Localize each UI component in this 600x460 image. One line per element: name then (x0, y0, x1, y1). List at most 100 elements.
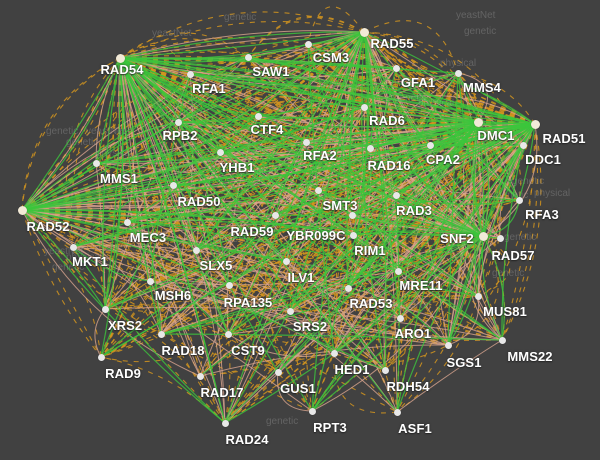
node-mkt1[interactable] (69, 243, 77, 251)
edge-yeastNet (257, 72, 459, 117)
node-rad9[interactable] (97, 353, 105, 361)
node-rpt3[interactable] (308, 407, 316, 415)
edge-yeastNet (119, 57, 162, 335)
node-rad17[interactable] (196, 372, 204, 380)
node-rad57[interactable] (496, 234, 504, 242)
node-dmc1[interactable] (473, 117, 483, 127)
node-aro1[interactable] (396, 314, 404, 322)
node-rpb2[interactable] (174, 118, 182, 126)
edge-yeastNet (482, 235, 505, 341)
node-hed1[interactable] (330, 349, 338, 357)
edge-genetic (21, 209, 229, 335)
edge-genetic (95, 162, 226, 424)
node-cst9[interactable] (224, 330, 232, 338)
edge-genetic (352, 31, 365, 108)
node-mms22[interactable] (498, 336, 506, 344)
edge-genetic (333, 144, 431, 354)
edge-yeastNet (126, 221, 229, 335)
node-csm3[interactable] (304, 40, 312, 48)
edge-yeastNet (104, 123, 536, 310)
node-rad24[interactable] (221, 419, 229, 427)
node-ilv1[interactable] (282, 257, 290, 265)
node-rad16[interactable] (366, 144, 374, 152)
node-rpa135[interactable] (225, 281, 233, 289)
edge-physical (277, 371, 313, 412)
edge-genetic (447, 235, 499, 346)
node-cpa2[interactable] (426, 141, 434, 149)
node-rfa2[interactable] (302, 138, 310, 146)
node-rad54[interactable] (115, 53, 125, 63)
node-ybr099c[interactable] (348, 211, 356, 219)
edge-yeastNet (119, 57, 479, 123)
edge-genetic (72, 121, 179, 248)
node-rad50[interactable] (169, 181, 177, 189)
edge-yeastNet (307, 43, 536, 125)
node-ctf4[interactable] (254, 112, 262, 120)
node-rim1[interactable] (349, 231, 357, 239)
edge-genetic (477, 123, 536, 297)
edge-physical (126, 221, 226, 424)
edge-yeastNet (333, 123, 536, 354)
edge-genetic (126, 144, 524, 223)
edge-yeastNet (119, 57, 365, 108)
edge-genetic (95, 162, 503, 341)
node-xrs2[interactable] (101, 305, 109, 313)
node-sgs1[interactable] (444, 341, 452, 349)
node-rad59[interactable] (271, 211, 279, 219)
edge-yeastNet (119, 31, 365, 59)
edge-physical (119, 57, 201, 377)
node-rfa1[interactable] (186, 70, 194, 78)
node-yhb1[interactable] (216, 148, 224, 156)
node-gfa1[interactable] (392, 64, 400, 72)
node-mus81[interactable] (474, 292, 482, 300)
edge-physical (119, 57, 135, 223)
edge-genetic (384, 235, 484, 371)
node-mms1[interactable] (92, 159, 100, 167)
edge-physical (119, 30, 365, 59)
edge-genetic (119, 11, 365, 59)
edge-yeastNet (119, 57, 371, 149)
node-mre11[interactable] (394, 267, 402, 275)
edge-yeastNet (473, 121, 479, 297)
node-rad53[interactable] (344, 284, 352, 292)
node-rad18[interactable] (157, 330, 165, 338)
edge-genetic (21, 57, 121, 211)
edge-yeastNet (311, 317, 401, 412)
edge-yeastNet (95, 123, 536, 164)
node-ddc1[interactable] (519, 141, 527, 149)
edge-genetic (307, 43, 484, 237)
node-mms4[interactable] (454, 69, 462, 77)
node-rfa3[interactable] (515, 196, 523, 204)
node-rad51[interactable] (530, 119, 540, 129)
edge-physical (177, 121, 226, 424)
node-rdh54[interactable] (381, 366, 389, 374)
node-msh6[interactable] (146, 277, 154, 285)
edge-yeastNet (126, 144, 431, 223)
node-snf2[interactable] (478, 231, 488, 241)
edge-yeastNet (189, 73, 536, 125)
node-gus1[interactable] (274, 368, 282, 376)
node-smt3[interactable] (314, 186, 322, 194)
edge-yeastNet (227, 235, 484, 335)
edge-yeastNet (347, 72, 459, 289)
edge-genetic (289, 234, 354, 312)
edge-yeastNet (172, 151, 221, 186)
node-saw1[interactable] (244, 53, 252, 61)
edge-yeastNet (126, 211, 276, 223)
node-mec3[interactable] (123, 218, 131, 226)
node-asf1[interactable] (393, 408, 401, 416)
node-rad3[interactable] (392, 191, 400, 199)
edge-genetic (119, 57, 397, 196)
edge-yeastNet (363, 31, 401, 319)
edge-yeastNet (172, 184, 399, 272)
node-rad52[interactable] (17, 205, 27, 215)
edge-yeastNet (119, 57, 287, 262)
node-rad55[interactable] (359, 27, 369, 37)
node-rad6[interactable] (360, 103, 368, 111)
edge-yeastNet (395, 194, 520, 205)
node-srs2[interactable] (286, 307, 294, 315)
edge-yeastNet (501, 144, 524, 341)
node-slx5[interactable] (192, 246, 200, 254)
edge-genetic (21, 209, 291, 312)
